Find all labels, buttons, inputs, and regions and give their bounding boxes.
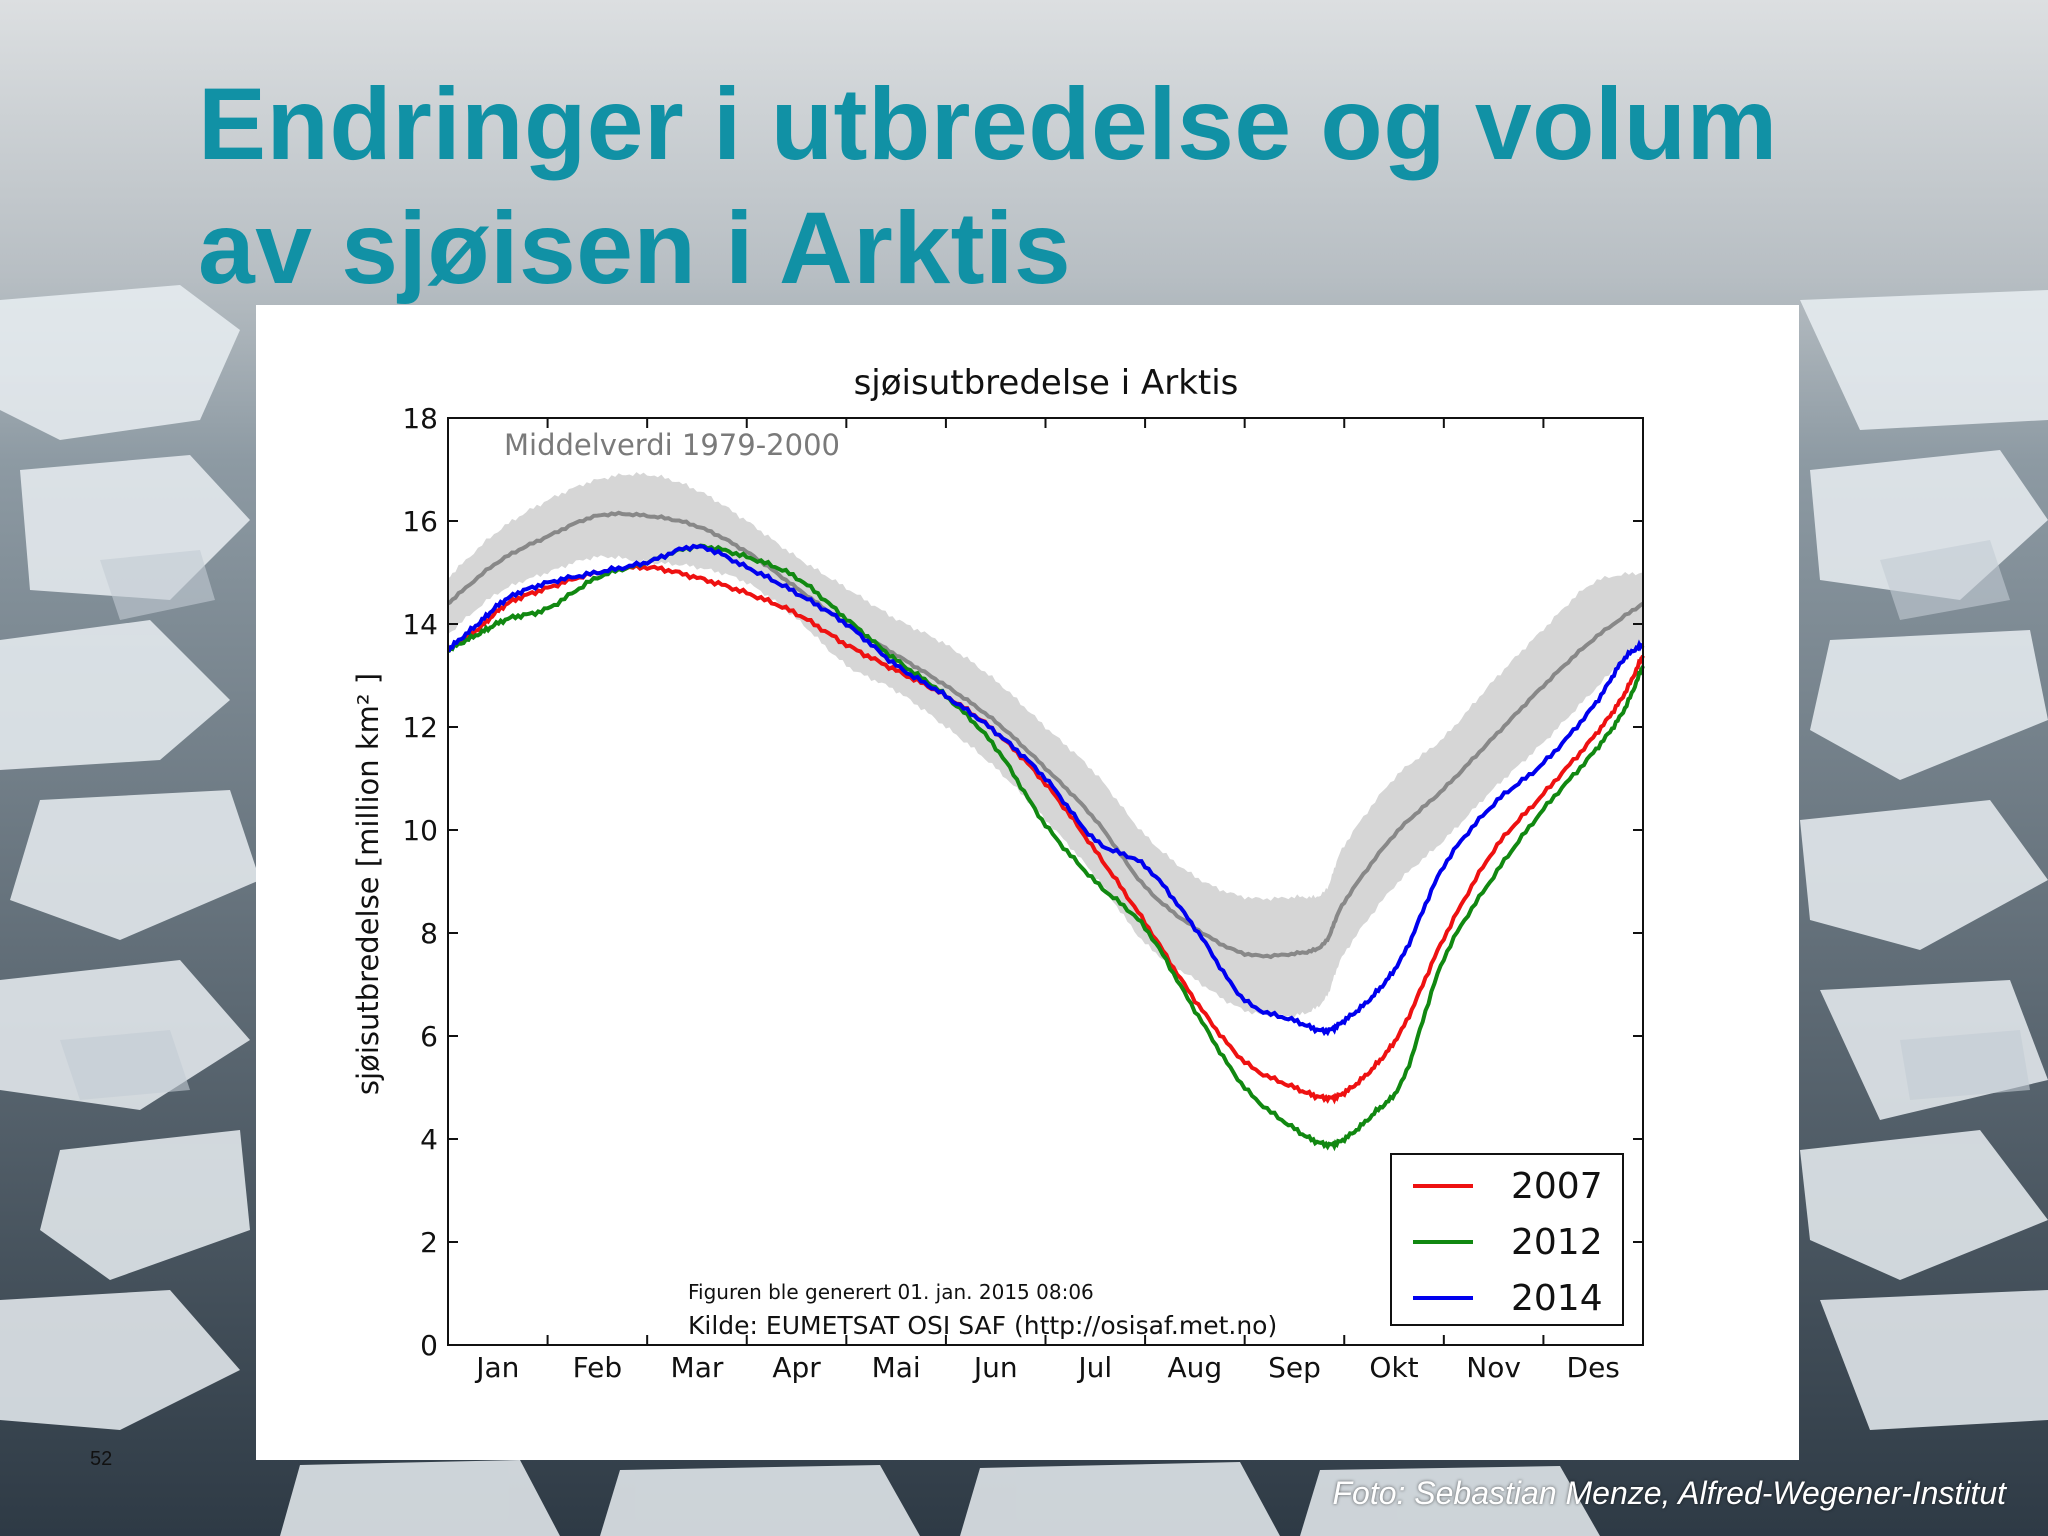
x-tick-label-mar: Mar xyxy=(671,1351,724,1384)
x-tick-label-aug: Aug xyxy=(1168,1351,1223,1384)
plot-area: 0 2 4 6 8 10 12 14 16 18 Jan Feb Mar Apr Mai Jun Jul Aug S… xyxy=(402,402,1645,1384)
slide-title-line-1: Endringer i utbredelse og volum xyxy=(198,67,1778,181)
series-line-2014 xyxy=(447,543,1645,1037)
x-tick-label-des: Des xyxy=(1567,1351,1620,1384)
y-axis-label: sjøisutbredelse [million km² ] xyxy=(351,673,385,1095)
source-note: Kilde: EUMETSAT OSI SAF (http://osisaf.m… xyxy=(688,1311,1277,1340)
y-tick-label: 12 xyxy=(402,711,438,744)
chart-legend: 2007 2012 2014 xyxy=(1390,1153,1624,1326)
y-tick-label: 18 xyxy=(402,402,438,435)
y-tick-label: 2 xyxy=(420,1226,438,1259)
page-number: 52 xyxy=(90,1448,113,1470)
x-tick-label-feb: Feb xyxy=(573,1351,623,1384)
photo-credit: Foto: Sebastian Menze, Alfred-Wegener-In… xyxy=(1332,1475,2006,1511)
y-tick-label: 4 xyxy=(420,1123,438,1156)
y-tick-label: 16 xyxy=(402,505,438,538)
y-tick-label: 10 xyxy=(402,814,438,847)
y-tick-label: 8 xyxy=(420,917,438,950)
x-tick-label-jul: Jul xyxy=(1076,1351,1112,1384)
sea-ice-extent-chart: sjøisutbredelse i Arktis sjøisutbredelse… xyxy=(351,363,1645,1384)
mean-1979-2000-line xyxy=(447,510,1645,960)
slide-title: Endringer i utbredelse og volum av sjøis… xyxy=(198,62,1778,310)
legend-label-2007: 2007 xyxy=(1511,1166,1603,1207)
chart-title: sjøisutbredelse i Arktis xyxy=(854,363,1239,403)
y-tick-label: 14 xyxy=(402,608,438,641)
slide-title-line-2: av sjøisen i Arktis xyxy=(198,191,1072,305)
x-tick-label-nov: Nov xyxy=(1466,1351,1521,1384)
generated-timestamp: Figuren ble generert 01. jan. 2015 08:06 xyxy=(688,1280,1094,1304)
mean-variability-band xyxy=(448,472,1643,1018)
x-tick-label-apr: Apr xyxy=(772,1351,821,1384)
series-line-2012 xyxy=(447,543,1645,1152)
x-tick-label-mai: Mai xyxy=(872,1351,921,1384)
legend-label-2012: 2012 xyxy=(1511,1222,1603,1263)
x-tick-label-sep: Sep xyxy=(1268,1351,1321,1384)
series-line-2007 xyxy=(447,562,1645,1105)
y-tick-label: 0 xyxy=(420,1329,438,1362)
mean-label: Middelverdi 1979-2000 xyxy=(504,428,840,462)
x-tick-label-jun: Jun xyxy=(972,1351,1018,1384)
legend-label-2014: 2014 xyxy=(1511,1278,1603,1319)
x-tick-label-okt: Okt xyxy=(1369,1351,1418,1384)
y-tick-label: 6 xyxy=(420,1020,438,1053)
chart-panel: sjøisutbredelse i Arktis sjøisutbredelse… xyxy=(256,305,1799,1460)
x-tick-label-jan: Jan xyxy=(474,1351,519,1384)
